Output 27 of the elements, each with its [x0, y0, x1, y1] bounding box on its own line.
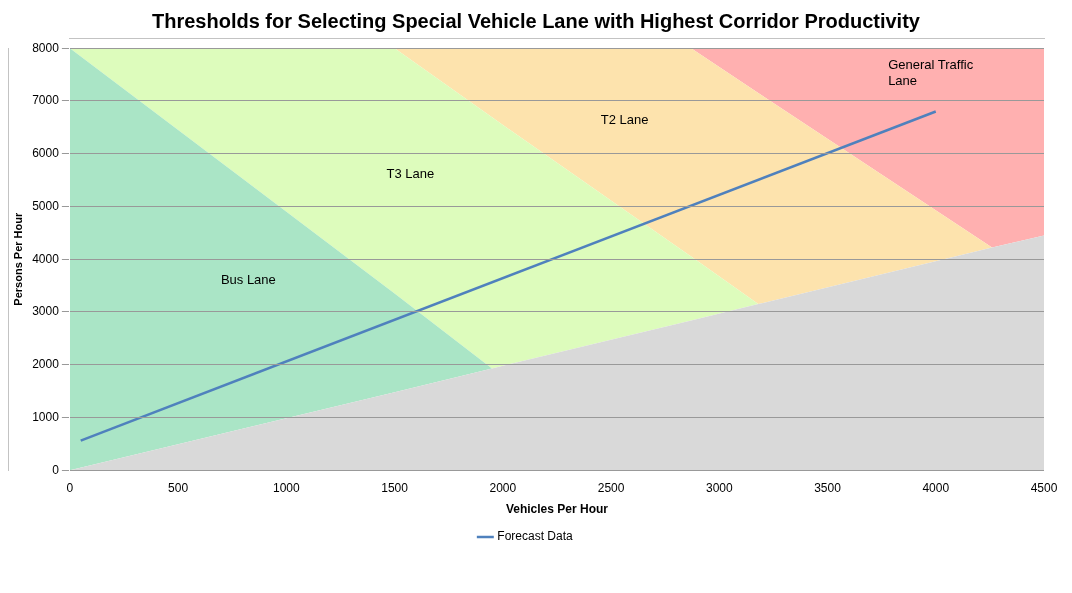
x-tick-label: 1500: [381, 480, 409, 495]
x-tick-label: 4500: [1030, 480, 1058, 495]
y-tick-label: 3000: [32, 304, 60, 319]
x-axis-title: Vehicles Per Hour: [505, 502, 609, 517]
annotation: T2 Lane: [600, 111, 649, 127]
legend-label: Forecast Data: [497, 529, 574, 544]
y-tick-label: 8000: [32, 40, 60, 55]
y-tick-label: 2000: [32, 357, 60, 372]
annotation: General Traffic Lane: [888, 56, 974, 88]
x-tick-label: 3500: [814, 480, 842, 495]
annotation: T3 Lane: [386, 166, 435, 182]
y-tick-label: 7000: [32, 93, 60, 108]
y-tick-label: 4000: [32, 251, 60, 266]
chart-title: Thresholds for Selecting Special Vehicle Lane with Highest Corridor Productivity: [151, 9, 921, 34]
y-tick-label: 6000: [32, 146, 60, 161]
y-axis-title: Persons Per Hour: [11, 212, 24, 306]
annotation: Bus Lane: [220, 271, 276, 287]
x-tick-label: 0: [66, 480, 74, 495]
y-tick-label: 0: [52, 462, 60, 477]
x-tick-label: 1000: [273, 480, 301, 495]
x-tick-label: 3000: [705, 480, 733, 495]
x-tick-label: 500: [168, 480, 189, 495]
x-tick-label: 2500: [597, 480, 625, 495]
y-tick-label: 5000: [32, 198, 60, 213]
x-tick-label: 2000: [489, 480, 517, 495]
y-tick-label: 1000: [32, 409, 60, 424]
x-tick-label: 4000: [922, 480, 950, 495]
